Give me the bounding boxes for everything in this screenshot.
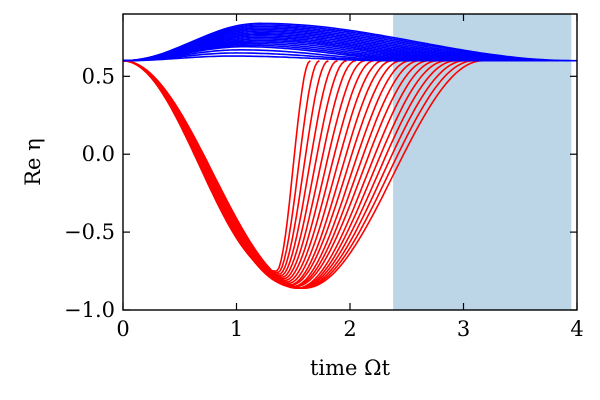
red-series-line [122, 59, 347, 279]
blue-series-line [123, 52, 406, 62]
plot-area [122, 14, 577, 310]
x-tick-label: 3 [457, 317, 470, 341]
red-series-line [122, 59, 320, 274]
red-series-line [122, 59, 338, 277]
y-tick-label: 0.0 [82, 142, 115, 166]
shaded-region [393, 14, 572, 310]
y-axis-label: Re η [21, 138, 45, 186]
x-tick-label: 2 [343, 317, 356, 341]
red-series-line [122, 59, 438, 290]
blue-series-line [122, 22, 577, 62]
y-tick-label: 0.5 [82, 64, 115, 88]
x-axis-label: time Ωt [310, 356, 391, 380]
y-tick-label: −1.0 [64, 298, 115, 322]
x-tick-label: 1 [230, 317, 243, 341]
blue-series-line [122, 24, 570, 62]
red-series-line [122, 59, 483, 290]
axes: 0 1 2 3 4 −1.0 −0.5 0.0 0.5 [64, 13, 584, 341]
blue-series-line [123, 48, 416, 62]
red-series-line [122, 59, 329, 275]
x-tick-label: 4 [570, 317, 583, 341]
x-tick-label: 0 [116, 317, 129, 341]
blue-series-line [123, 55, 396, 62]
y-tick-label: −0.5 [64, 220, 115, 244]
red-series-line [122, 59, 311, 272]
